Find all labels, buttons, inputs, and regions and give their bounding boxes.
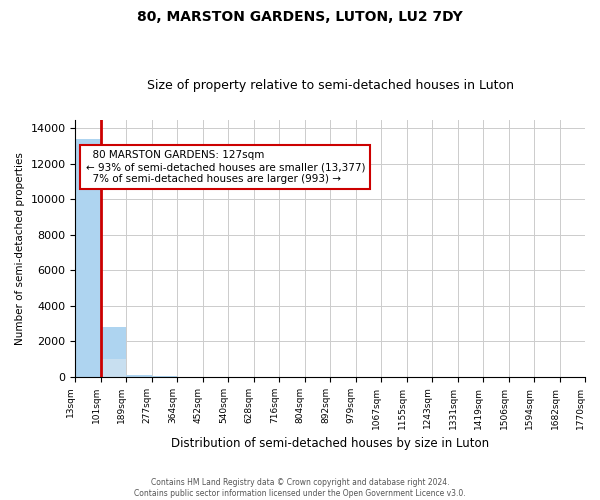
Title: Size of property relative to semi-detached houses in Luton: Size of property relative to semi-detach… <box>147 79 514 92</box>
Bar <box>127 376 152 377</box>
Text: 80 MARSTON GARDENS: 127sqm  
← 93% of semi-detached houses are smaller (13,377)
: 80 MARSTON GARDENS: 127sqm ← 93% of semi… <box>86 150 365 184</box>
X-axis label: Distribution of semi-detached houses by size in Luton: Distribution of semi-detached houses by … <box>171 437 489 450</box>
Y-axis label: Number of semi-detached properties: Number of semi-detached properties <box>15 152 25 344</box>
Text: 80, MARSTON GARDENS, LUTON, LU2 7DY: 80, MARSTON GARDENS, LUTON, LU2 7DY <box>137 10 463 24</box>
Bar <box>76 140 101 377</box>
Bar <box>152 376 178 377</box>
Bar <box>101 359 127 377</box>
Bar <box>101 327 127 377</box>
Text: Contains HM Land Registry data © Crown copyright and database right 2024.
Contai: Contains HM Land Registry data © Crown c… <box>134 478 466 498</box>
